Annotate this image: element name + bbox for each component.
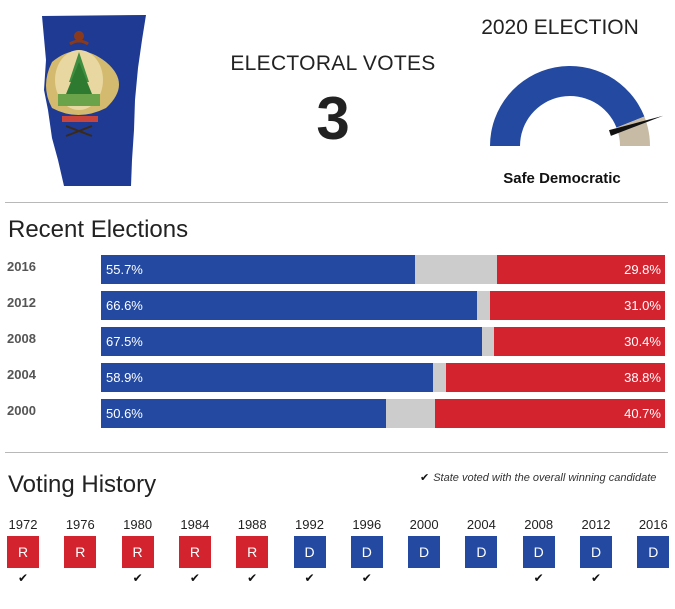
history-year: 1996 [352, 517, 382, 532]
election-result-bar: 58.9% 38.8% [101, 363, 665, 392]
history-party-badge: R [178, 536, 211, 568]
gauge-needle [609, 115, 664, 136]
other-share-segment [386, 399, 436, 428]
rep-share-segment: 31.0% [490, 291, 665, 320]
history-party-badge: D [637, 536, 670, 568]
other-share-segment [433, 363, 447, 392]
rating-label: Safe Democratic [503, 170, 621, 187]
legend-text: State voted with the overall winning can… [433, 472, 657, 484]
history-year: 2012 [581, 517, 611, 532]
electoral-votes-label: ELECTORAL VOTES [230, 52, 436, 75]
history-year: 1992 [295, 517, 324, 532]
history-party-badge: R [121, 536, 154, 568]
history-party-badge: R [236, 536, 269, 568]
election-result-bar: 66.6% 31.0% [101, 291, 665, 320]
election-year-label: 2004 [7, 367, 36, 382]
history-party-badge: D [580, 536, 612, 568]
election-title: 2020 ELECTION [481, 16, 639, 39]
election-result-bar: 55.7% 29.8% [101, 255, 665, 284]
election-year-label: 2000 [7, 403, 36, 418]
dem-share-segment: 66.6% [101, 291, 477, 320]
dem-share-segment: 55.7% [101, 255, 416, 284]
check-icon: ✔ [590, 571, 602, 585]
rep-share-segment: 40.7% [435, 399, 665, 428]
check-icon: ✔ [420, 472, 430, 484]
rating-gauge [470, 46, 670, 166]
rep-share-segment: 30.4% [493, 327, 665, 356]
check-icon: ✔ [361, 571, 372, 585]
history-year: 1988 [237, 517, 267, 532]
election-year-label: 2012 [7, 295, 36, 310]
section-divider [5, 452, 668, 453]
check-icon: ✔ [17, 571, 29, 585]
history-party-badge: R [7, 536, 39, 568]
history-party-badge: D [522, 536, 555, 568]
check-icon: ✔ [304, 571, 315, 585]
vermont-state-flag-map-icon [34, 10, 154, 190]
election-result-bar: 67.5% 30.4% [101, 327, 665, 356]
history-year: 1980 [123, 517, 153, 532]
other-share-segment [481, 327, 494, 356]
voting-history-title: Voting History [8, 471, 157, 498]
rep-share-segment: 38.8% [446, 363, 665, 392]
check-icon: ✔ [247, 571, 258, 585]
history-party-badge: D [293, 536, 326, 568]
dem-share-segment: 67.5% [101, 327, 482, 356]
electoral-votes-count: 3 [316, 85, 350, 152]
section-divider [5, 202, 668, 203]
check-icon: ✔ [132, 571, 143, 585]
gauge-dem-arc [490, 65, 645, 146]
recent-elections-title: Recent Elections [8, 216, 189, 243]
other-share-segment [415, 255, 497, 284]
history-party-badge: D [350, 536, 383, 568]
election-result-bar: 50.6% 40.7% [101, 399, 665, 428]
history-year: 2004 [466, 517, 496, 532]
other-share-segment [476, 291, 491, 320]
history-party-badge: R [64, 536, 97, 568]
history-legend: ✔ State voted with the overall winning ca… [420, 471, 670, 484]
history-party-badge: D [465, 536, 498, 568]
history-year: 2016 [638, 517, 668, 532]
rep-share-segment: 29.8% [496, 255, 665, 284]
history-year: 1984 [180, 517, 210, 532]
check-icon: ✔ [189, 571, 200, 585]
election-year-label: 2008 [7, 331, 36, 346]
history-year: 1972 [8, 517, 38, 532]
dem-share-segment: 50.6% [101, 399, 387, 428]
dem-share-segment: 58.9% [101, 363, 434, 392]
history-year: 2008 [524, 517, 554, 532]
check-icon: ✔ [533, 571, 544, 585]
election-year-label: 2016 [7, 259, 36, 274]
history-year: 2000 [409, 517, 439, 532]
history-party-badge: D [408, 536, 441, 568]
history-year: 1976 [65, 517, 95, 532]
